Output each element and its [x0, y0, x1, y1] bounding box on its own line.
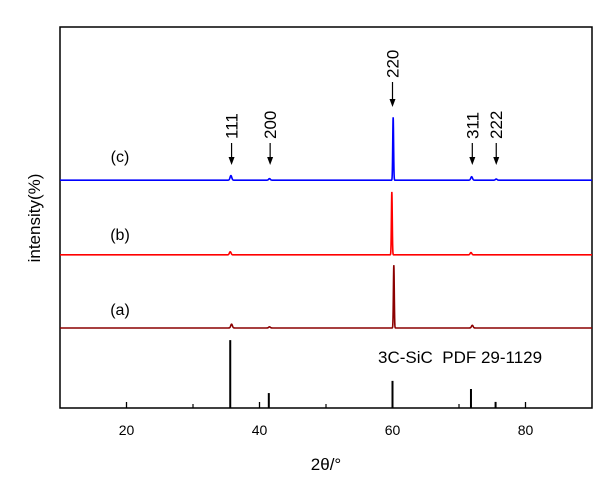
x-tick-label: 40 — [252, 422, 268, 438]
annotation-label: 200 — [261, 111, 280, 139]
series-line — [60, 265, 592, 329]
reference-label: 3C-SiC PDF 29-1129 — [378, 348, 542, 367]
annotation-arrowhead — [267, 157, 274, 165]
series-line — [60, 191, 592, 256]
y-axis-label: intensity(%) — [25, 174, 44, 263]
annotation-label: 111 — [223, 113, 242, 139]
series-label: (b) — [110, 227, 130, 244]
series-line — [60, 117, 592, 181]
annotation-arrowhead — [389, 99, 396, 107]
annotation-arrowhead — [228, 157, 235, 165]
x-tick-label: 20 — [119, 422, 135, 438]
annotation-arrowhead — [469, 157, 476, 165]
series-label: (c) — [111, 149, 130, 166]
x-tick-label: 60 — [385, 422, 401, 438]
annotation-arrowhead — [493, 157, 500, 165]
series-label: (a) — [110, 302, 130, 319]
annotation-label: 220 — [384, 50, 403, 78]
x-tick-label: 80 — [518, 422, 534, 438]
x-axis-label: 2θ/° — [311, 455, 341, 474]
annotation-label: 222 — [487, 111, 506, 139]
annotation-label: 311 — [463, 112, 482, 139]
